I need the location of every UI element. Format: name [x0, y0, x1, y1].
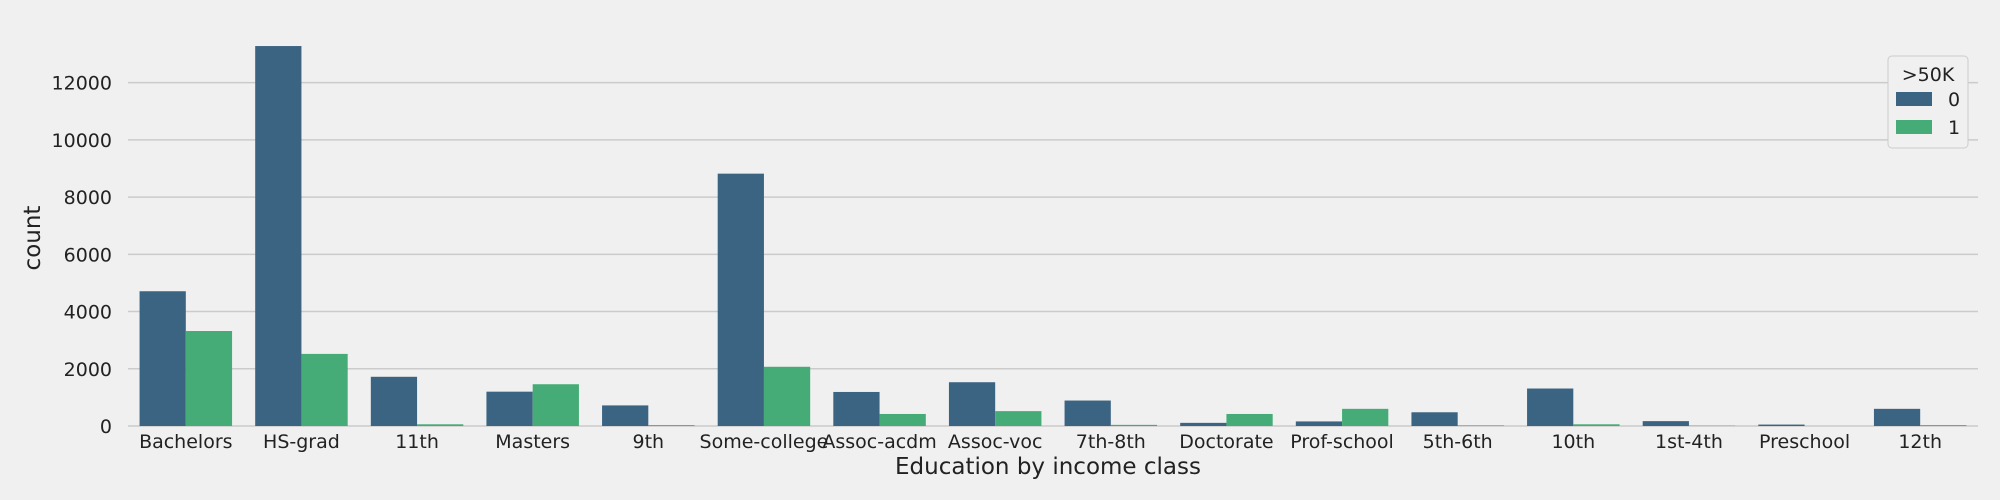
y-tick-label: 12000	[52, 73, 112, 95]
bar-series-0-Prof-school	[1295, 421, 1343, 426]
bar-series-0-9th	[602, 405, 649, 426]
bar-series-0-1st-4th	[1642, 421, 1689, 426]
y-tick-label: 6000	[64, 244, 112, 266]
x-tick-label: Prof-school	[1290, 431, 1394, 453]
legend-items: 01	[1896, 89, 1960, 139]
bars	[139, 46, 1967, 427]
x-tick-label: Assoc-acdm	[822, 431, 936, 453]
x-tick-label: Masters	[495, 431, 570, 453]
y-axis-ticks: 0 2000 4000 6000 8000 10000 12000	[52, 73, 112, 438]
x-tick-label: 5th-6th	[1423, 431, 1493, 453]
bar-series-1-11th	[417, 424, 464, 426]
bar-series-1-Prof-school	[1342, 408, 1389, 426]
x-axis-title: Education by income class	[895, 454, 1201, 480]
bar-series-0-Preschool	[1758, 424, 1805, 426]
bar-series-0-Assoc-voc	[948, 382, 996, 426]
gridlines	[128, 81, 1978, 427]
y-tick-label: 4000	[64, 302, 112, 324]
bar-series-1-5th-6th	[1457, 425, 1504, 426]
bar-series-1-Some-college	[763, 366, 811, 426]
bar-series-1-Bachelors	[185, 331, 233, 426]
bar-series-1-Assoc-acdm	[879, 413, 926, 426]
bar-series-1-Assoc-voc	[995, 411, 1042, 426]
legend-swatch	[1896, 120, 1932, 134]
bar-series-0-10th	[1527, 388, 1574, 426]
y-tick-label: 8000	[64, 187, 112, 209]
y-tick-label: 10000	[52, 130, 112, 152]
x-tick-label: HS-grad	[263, 431, 340, 453]
bar-series-0-12th	[1873, 408, 1921, 426]
bar-series-1-7th-8th	[1110, 424, 1158, 426]
legend-title: >50K	[1902, 64, 1955, 86]
bar-series-0-Assoc-acdm	[833, 391, 880, 426]
bar-series-0-11th	[370, 376, 418, 426]
bar-series-1-Doctorate	[1226, 413, 1273, 426]
x-tick-label: Bachelors	[139, 431, 232, 453]
legend-label: 0	[1948, 89, 1960, 111]
legend-label: 1	[1948, 117, 1960, 139]
x-axis-ticks: Bachelors HS-grad 11th Masters 9th Some-colle…	[139, 431, 1942, 453]
x-tick-label: 9th	[633, 431, 665, 453]
y-axis-title: count	[20, 206, 46, 271]
x-tick-label: 10th	[1551, 431, 1595, 453]
bar-series-0-Some-college	[717, 173, 764, 426]
bar-series-1-10th	[1573, 424, 1620, 426]
x-tick-label: 11th	[395, 431, 439, 453]
bar-series-0-Masters	[486, 391, 533, 426]
bar-series-0-7th-8th	[1064, 400, 1111, 426]
bar-series-0-Doctorate	[1180, 422, 1227, 426]
x-tick-label: 12th	[1898, 431, 1942, 453]
bar-series-1-Masters	[532, 384, 579, 426]
bar-series-0-5th-6th	[1411, 412, 1458, 426]
x-tick-label: Preschool	[1759, 431, 1850, 453]
bar-series-0-Bachelors	[139, 291, 186, 426]
x-tick-label: Some-college	[700, 431, 829, 453]
bar-series-1-9th	[648, 425, 695, 426]
x-tick-label: Doctorate	[1179, 431, 1273, 453]
y-tick-label: 0	[100, 416, 112, 438]
bar-series-1-HS-grad	[301, 353, 348, 426]
bar-series-1-12th	[1920, 425, 1967, 426]
x-tick-label: 1st-4th	[1655, 431, 1723, 453]
bar-series-0-HS-grad	[255, 46, 302, 427]
legend: >50K 01	[1887, 55, 1969, 149]
legend-swatch	[1896, 92, 1932, 106]
x-tick-label: Assoc-voc	[948, 431, 1043, 453]
x-tick-label: 7th-8th	[1076, 431, 1146, 453]
y-tick-label: 2000	[64, 359, 112, 381]
